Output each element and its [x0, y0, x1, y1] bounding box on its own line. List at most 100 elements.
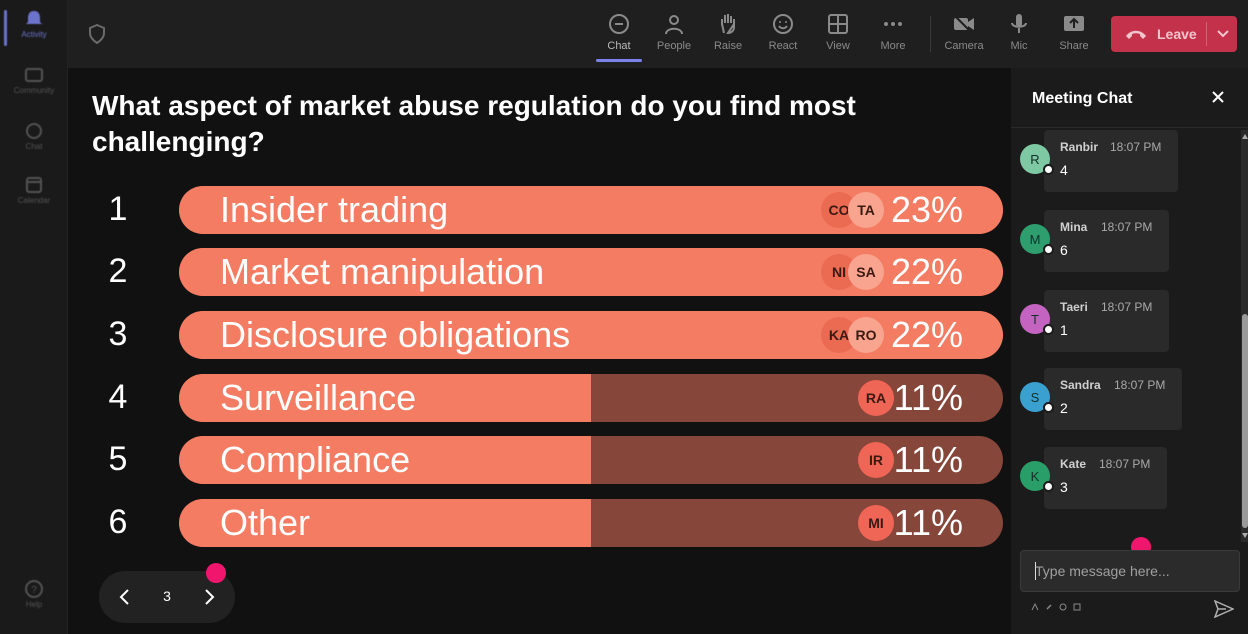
scroll-up-arrow-icon[interactable]	[1242, 134, 1248, 139]
chat-bubble-icon	[609, 14, 629, 34]
option-label: Compliance	[220, 439, 411, 480]
option-bar[interactable]: Insider trading CO TA 23%	[179, 186, 1003, 234]
svg-text:?: ?	[31, 585, 37, 596]
chat-scrollbar[interactable]	[1241, 130, 1248, 542]
option-label: Insider trading	[220, 189, 449, 230]
chat-message[interactable]: Kate 18:07 PM 3 K	[1011, 447, 1241, 511]
chat-message-input[interactable]	[1020, 550, 1240, 592]
presence-status-icon	[1043, 244, 1054, 255]
presence-status-icon	[1043, 402, 1054, 413]
rail-label: Help	[25, 600, 43, 609]
voter-avatar: SA	[848, 254, 884, 290]
react-button[interactable]: React	[757, 10, 809, 60]
toolbar-divider	[930, 16, 931, 52]
option-percentage: 11%	[893, 439, 963, 480]
option-percentage: 22%	[890, 314, 963, 355]
voter-avatar: MI	[858, 505, 894, 541]
chevron-down-icon[interactable]	[1217, 28, 1229, 38]
mic-button-label: Mic	[1010, 40, 1028, 52]
option-bar[interactable]: Compliance IR 11%	[179, 436, 1003, 484]
voter-avatar: TA	[848, 192, 884, 228]
meeting-toolbar: Chat People Raise React View More Camera	[68, 0, 1248, 68]
camera-button-label: Camera	[944, 40, 984, 52]
presence-status-icon	[1043, 164, 1054, 175]
message-author: Ranbir	[1060, 140, 1099, 154]
send-icon[interactable]	[1214, 600, 1234, 618]
chat-message[interactable]: Mina 18:07 PM 6 M	[1011, 210, 1241, 274]
poll-option[interactable]: 3 Disclosure obligations KA RO 22%	[68, 311, 1010, 359]
message-time: 18:07 PM	[1101, 300, 1153, 314]
option-bar[interactable]: Disclosure obligations KA RO 22%	[179, 311, 1003, 359]
share-button[interactable]: Share	[1048, 10, 1100, 60]
option-bar[interactable]: Other MI 11%	[179, 499, 1003, 547]
poll-option[interactable]: 2 Market manipulation NI SA 22%	[68, 248, 1010, 296]
message-time: 18:07 PM	[1110, 140, 1162, 154]
camera-off-icon	[953, 14, 974, 34]
share-screen-icon	[1064, 16, 1084, 31]
option-bar[interactable]: Market manipulation NI SA 22%	[179, 248, 1003, 296]
poll-option[interactable]: 5 Compliance IR 11%	[68, 436, 1010, 484]
format-icon[interactable]	[1031, 603, 1039, 611]
camera-button[interactable]: Camera	[938, 10, 990, 60]
poll-option[interactable]: 4 Surveillance RA 11%	[68, 374, 1010, 422]
person-icon	[665, 15, 683, 35]
presence-status-icon	[1043, 481, 1054, 492]
scroll-down-arrow-icon[interactable]	[1242, 533, 1248, 538]
chat-message[interactable]: Ranbir 18:07 PM 4 R	[1011, 130, 1241, 194]
rail-item-calendar[interactable]: Calendar	[0, 176, 68, 205]
chat-button[interactable]: Chat	[593, 10, 645, 62]
chat-message[interactable]: Sandra 18:07 PM 2 S	[1011, 368, 1241, 432]
poll-option[interactable]: 6 Other MI 11%	[68, 499, 1010, 547]
attach-icon[interactable]	[1045, 603, 1053, 611]
chat-header: Meeting Chat	[1011, 68, 1248, 128]
text-caret	[1035, 562, 1036, 580]
option-number: 2	[108, 252, 128, 290]
poll-stage: What aspect of market abuse regulation d…	[68, 68, 1010, 634]
chat-message[interactable]: Taeri 18:07 PM 1 T	[1011, 290, 1241, 354]
leave-button[interactable]: Leave	[1111, 16, 1237, 52]
presence-status-icon	[1043, 324, 1054, 335]
rail-item-community[interactable]: Community	[0, 66, 68, 95]
poll-option[interactable]: 1 Insider trading CO TA 23%	[68, 186, 1010, 234]
rail-label: Chat	[25, 142, 43, 151]
close-icon[interactable]	[1211, 90, 1225, 104]
hang-up-icon	[1126, 30, 1146, 39]
option-percentage: 11%	[893, 502, 963, 543]
option-label: Disclosure obligations	[220, 314, 571, 355]
message-text: 1	[1060, 322, 1068, 338]
people-button[interactable]: People	[648, 10, 700, 60]
rail-item-help[interactable]: ? Help	[0, 580, 68, 609]
page-number: 3	[163, 588, 171, 604]
option-bar-fill	[179, 499, 591, 547]
gif-icon[interactable]	[1073, 603, 1081, 611]
chat-message-list[interactable]: Ranbir 18:07 PM 4 R Mina 18:07 PM 6 M Taeri 18:07…	[1011, 130, 1241, 542]
raise-hand-button[interactable]: Raise	[702, 10, 754, 60]
option-bar[interactable]: Surveillance RA 11%	[179, 374, 1003, 422]
chevron-left-icon[interactable]	[115, 587, 135, 607]
rail-item-chat[interactable]: Chat	[0, 122, 68, 151]
react-button-label: React	[768, 40, 798, 52]
message-text: 3	[1060, 479, 1068, 495]
message-bubble: Sandra 18:07 PM 2	[1044, 368, 1182, 430]
mic-button[interactable]: Mic	[993, 10, 1045, 60]
more-button[interactable]: More	[867, 10, 919, 60]
shield-icon[interactable]	[88, 24, 106, 44]
rail-item-activity[interactable]: Activity	[0, 10, 68, 46]
microphone-icon	[1011, 14, 1027, 33]
option-percentage: 11%	[893, 377, 963, 418]
poll-question: What aspect of market abuse regulation d…	[92, 90, 856, 157]
chevron-right-icon[interactable]	[199, 587, 219, 607]
message-bubble: Taeri 18:07 PM 1	[1044, 290, 1169, 352]
message-bubble: Mina 18:07 PM 6	[1044, 210, 1169, 272]
emoji-icon[interactable]	[1059, 603, 1067, 611]
calendar-icon	[26, 177, 42, 193]
scroll-thumb[interactable]	[1242, 314, 1248, 528]
rail-label: Community	[13, 86, 55, 95]
raise-button-label: Raise	[713, 40, 743, 52]
view-button[interactable]: View	[812, 10, 864, 60]
option-bar-fill	[179, 436, 591, 484]
pointer-indicator	[206, 563, 226, 583]
message-text: 6	[1060, 242, 1068, 258]
leave-button-label: Leave	[1157, 26, 1197, 42]
